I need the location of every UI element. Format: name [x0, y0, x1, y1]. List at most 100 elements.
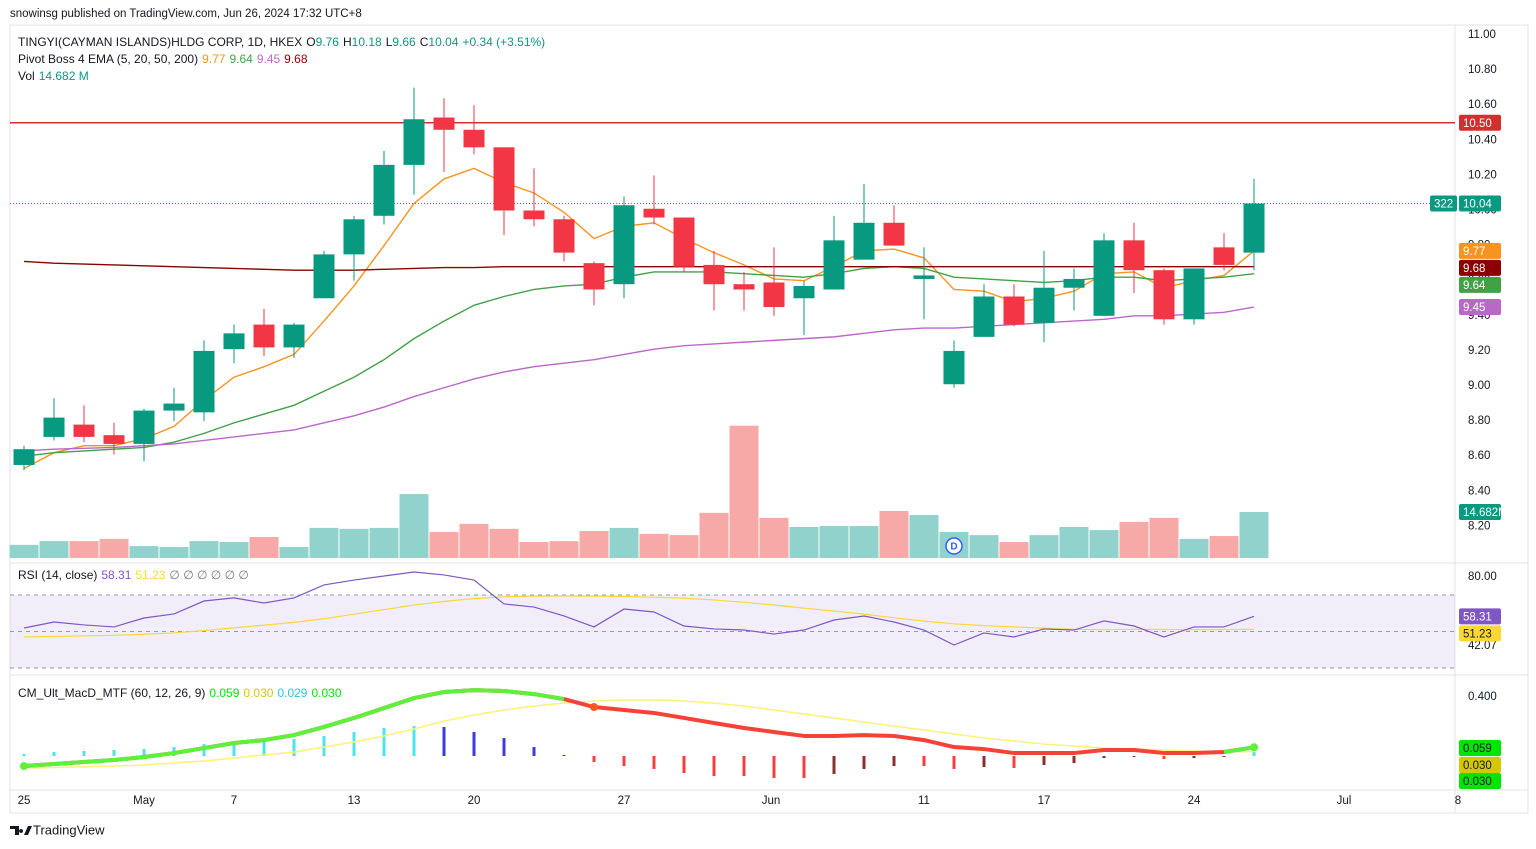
macd-value: 0.059 [209, 686, 240, 700]
candle-body [1243, 203, 1265, 253]
candle-body [1183, 268, 1205, 320]
macd-value: 0.030 [243, 686, 274, 700]
histogram-bar [682, 756, 686, 773]
volume-bar [369, 527, 399, 558]
y-tick-label: 10.60 [1468, 99, 1497, 111]
rsi-value: 51.23 [135, 568, 166, 582]
candle-body [193, 350, 215, 413]
volume-bar [579, 531, 609, 558]
histogram-bar [802, 756, 806, 778]
histogram-bar [592, 756, 596, 763]
volume-bar [909, 515, 939, 558]
rsi-value: 58.31 [101, 568, 132, 582]
footer-brand: TradingView [33, 822, 105, 837]
ema-value: 9.64 [229, 52, 253, 66]
candle-body [913, 275, 935, 279]
candle-body [43, 417, 65, 437]
candle-body [373, 164, 395, 216]
macd-line-up [23, 688, 565, 769]
volume-value: 14.682 M [38, 69, 89, 83]
candle-body [763, 282, 785, 308]
volume-bar [699, 512, 729, 558]
y-tick-label: 8.60 [1468, 450, 1490, 462]
volume-bar [159, 547, 189, 558]
y-tick-label: 10.20 [1468, 169, 1497, 181]
dividend-label: D [950, 542, 957, 553]
volume-bar [639, 533, 669, 558]
candle-body [493, 147, 515, 211]
y-tick-label: 8.20 [1468, 520, 1490, 532]
countdown-label: 322 [1434, 199, 1453, 211]
volume-bar [1059, 526, 1089, 558]
candle-body [1153, 270, 1175, 320]
ohlc-letter: L [385, 35, 393, 49]
x-tick-label: 13 [348, 795, 361, 807]
volume-bar [549, 541, 579, 558]
x-tick-label: 17 [1038, 795, 1051, 807]
candle-body [1093, 240, 1115, 316]
histogram-bar [1162, 756, 1166, 759]
volume-bar [849, 526, 879, 558]
x-tick-label: 25 [18, 795, 31, 807]
candle-body [583, 263, 605, 290]
ohlc-letter: C [419, 35, 429, 49]
ema-value: 9.77 [202, 52, 226, 66]
price-tag [1459, 740, 1501, 756]
y-tick-label: 0.400 [1468, 691, 1497, 703]
x-tick-label: 8 [1455, 795, 1461, 807]
histogram-bar [532, 747, 536, 757]
volume-bar [789, 526, 819, 558]
symbol-title: TINGYI(CAYMAN ISLANDS)HLDG CORP, 1D, HKE… [18, 35, 303, 49]
x-tick-label: Jun [762, 795, 781, 807]
histogram-bar [1102, 756, 1106, 759]
histogram-bar [352, 731, 356, 757]
price-tag-label: 9.64 [1463, 280, 1486, 292]
candle-body [163, 403, 185, 411]
dividend-marker [945, 537, 963, 555]
candle-body [133, 410, 155, 444]
ema-line [23, 265, 1255, 457]
macd-value: 0.029 [277, 686, 308, 700]
volume-title: Vol [18, 69, 35, 83]
histogram-bar [862, 756, 866, 769]
candle-body [613, 205, 635, 285]
histogram-bar [82, 750, 86, 757]
histogram-bar [742, 756, 746, 777]
volume-legend: Vol 14.682 M [18, 69, 93, 83]
candle-body [1063, 278, 1085, 288]
volume-bar [1179, 538, 1209, 558]
volume-bar [999, 542, 1029, 558]
histogram-bar [892, 756, 896, 767]
histogram-bar [712, 756, 716, 777]
candle-body [673, 217, 695, 267]
chart-frame [9, 24, 1529, 814]
rsi-legend: RSI (14, close) 58.31 51.23 ∅ ∅ ∅ ∅ ∅ ∅ [18, 568, 253, 582]
histogram-bar [262, 740, 266, 757]
price-tag [1459, 299, 1501, 316]
cross-dot [590, 703, 599, 712]
x-tick-label: 7 [231, 795, 237, 807]
price-tag [1459, 276, 1501, 293]
volume-bar [1029, 535, 1059, 558]
histogram-bar [1132, 756, 1136, 758]
ohlc-value: 9.66 [392, 35, 416, 49]
ema-value: 9.45 [256, 52, 281, 66]
publisher: snowinsg published on TradingView.com, J… [10, 8, 362, 20]
symbol-legend: TINGYI(CAYMAN ISLANDS)HLDG CORP, 1D, HKE… [18, 35, 549, 49]
y-tick-label: 8.80 [1468, 415, 1490, 427]
volume-bar [219, 542, 249, 558]
histogram-bar [1222, 756, 1226, 758]
price-tag [1459, 608, 1501, 625]
histogram-bar [142, 749, 146, 757]
macd-line-up [1223, 745, 1255, 755]
volume-bar [1239, 511, 1269, 558]
histogram-bar [772, 756, 776, 778]
candle-body [553, 219, 575, 253]
volume-bar [759, 517, 789, 558]
rsi-title: RSI (14, close) [18, 568, 98, 582]
candle-body [223, 333, 245, 350]
candle-body [853, 222, 875, 260]
ema-line [23, 260, 1254, 271]
histogram-bar [52, 752, 56, 757]
